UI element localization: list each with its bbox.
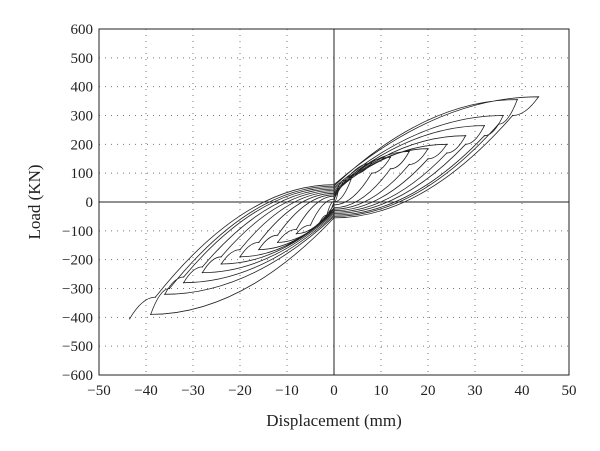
y-tick-label: 600 bbox=[71, 22, 94, 38]
y-tick-label: −600 bbox=[62, 368, 93, 384]
data-point bbox=[319, 221, 321, 223]
data-point bbox=[446, 152, 448, 154]
data-point bbox=[342, 179, 344, 181]
data-point bbox=[239, 256, 241, 258]
data-point bbox=[333, 191, 335, 193]
data-point bbox=[389, 168, 391, 170]
data-point bbox=[465, 135, 467, 137]
data-point bbox=[164, 293, 166, 295]
data-point bbox=[277, 241, 279, 243]
x-tick-label: −40 bbox=[134, 383, 157, 399]
data-point bbox=[408, 150, 410, 153]
data-point bbox=[389, 156, 391, 158]
y-tick-label: 200 bbox=[71, 137, 94, 153]
y-tick-label: −500 bbox=[62, 339, 93, 355]
data-point bbox=[483, 125, 485, 127]
data-point bbox=[352, 174, 354, 176]
x-tick-labels: −50 −40 −30 −20 −10 0 10 20 30 40 50 bbox=[87, 383, 576, 399]
data-point bbox=[333, 185, 335, 187]
data-point bbox=[511, 114, 514, 117]
x-tick-label: 0 bbox=[330, 383, 338, 399]
y-tick-label: −400 bbox=[62, 310, 93, 326]
data-point bbox=[333, 198, 335, 200]
data-point bbox=[239, 249, 241, 251]
data-point bbox=[408, 163, 410, 166]
y-tick-label: 300 bbox=[71, 109, 94, 125]
x-tick-label: 50 bbox=[562, 383, 577, 399]
x-tick-label: 40 bbox=[515, 383, 530, 399]
data-point bbox=[333, 187, 335, 189]
x-tick-label: −50 bbox=[87, 383, 110, 399]
plot-frame bbox=[98, 28, 570, 376]
data-point bbox=[333, 207, 335, 209]
hysteresis-series-0 bbox=[129, 96, 540, 320]
data-point bbox=[333, 212, 335, 215]
data-point bbox=[277, 234, 279, 236]
y-axis-title: Load (KN) bbox=[25, 164, 44, 239]
data-point bbox=[258, 249, 260, 251]
x-tick-label: 30 bbox=[468, 383, 483, 399]
data-point bbox=[129, 318, 131, 320]
data-point bbox=[333, 204, 335, 206]
data-point bbox=[183, 282, 185, 284]
data-point bbox=[326, 214, 328, 216]
y-tick-labels: 600 500 400 300 200 100 0 −100 −200 −300 −400 −500 −… bbox=[62, 22, 93, 384]
y-tick-label: −100 bbox=[62, 224, 93, 240]
data-point bbox=[258, 241, 260, 243]
x-tick-label: 20 bbox=[421, 383, 436, 399]
y-tick-label: −300 bbox=[62, 282, 93, 298]
data-point bbox=[333, 208, 335, 210]
data-point bbox=[516, 99, 518, 101]
data-point bbox=[201, 266, 203, 268]
data-point bbox=[220, 263, 222, 265]
data-point bbox=[150, 313, 152, 315]
data-point bbox=[333, 217, 335, 219]
x-tick-label: 10 bbox=[374, 383, 389, 399]
data-point bbox=[338, 187, 340, 189]
data-point bbox=[333, 188, 335, 190]
data-point bbox=[220, 256, 222, 258]
data-point bbox=[371, 162, 373, 164]
y-tick-label: 100 bbox=[71, 166, 94, 182]
series-layer bbox=[129, 96, 540, 320]
x-tick-label: −20 bbox=[228, 383, 251, 399]
x-axis-title: Displacement (mm) bbox=[266, 411, 402, 430]
y-tick-label: −200 bbox=[62, 253, 93, 269]
data-point bbox=[483, 135, 485, 137]
data-point bbox=[333, 214, 335, 216]
data-point bbox=[427, 148, 429, 150]
data-point bbox=[427, 158, 429, 160]
x-tick-label: −30 bbox=[181, 383, 204, 399]
data-point bbox=[333, 194, 335, 196]
data-point bbox=[465, 143, 467, 145]
data-point bbox=[497, 123, 500, 125]
x-tick-label: −10 bbox=[275, 383, 298, 399]
y-tick-label: 400 bbox=[71, 80, 94, 96]
data-point bbox=[502, 114, 504, 117]
data-point bbox=[371, 172, 373, 174]
data-point bbox=[168, 287, 171, 290]
data-point bbox=[333, 210, 335, 212]
data-point bbox=[333, 215, 335, 217]
data-point bbox=[154, 296, 156, 298]
data-point bbox=[446, 143, 448, 145]
data-point bbox=[295, 228, 297, 230]
data-point bbox=[333, 184, 335, 186]
data-point bbox=[201, 272, 203, 274]
data-point bbox=[333, 192, 335, 194]
data-point bbox=[333, 201, 335, 203]
data-point bbox=[537, 96, 540, 98]
data-point bbox=[183, 276, 185, 278]
y-tick-label: 500 bbox=[71, 51, 94, 67]
data-point bbox=[333, 189, 335, 192]
data-point bbox=[295, 233, 297, 235]
data-point bbox=[309, 224, 312, 226]
data-point bbox=[333, 195, 335, 197]
data-point bbox=[333, 211, 335, 213]
y-tick-label: 0 bbox=[86, 195, 94, 211]
